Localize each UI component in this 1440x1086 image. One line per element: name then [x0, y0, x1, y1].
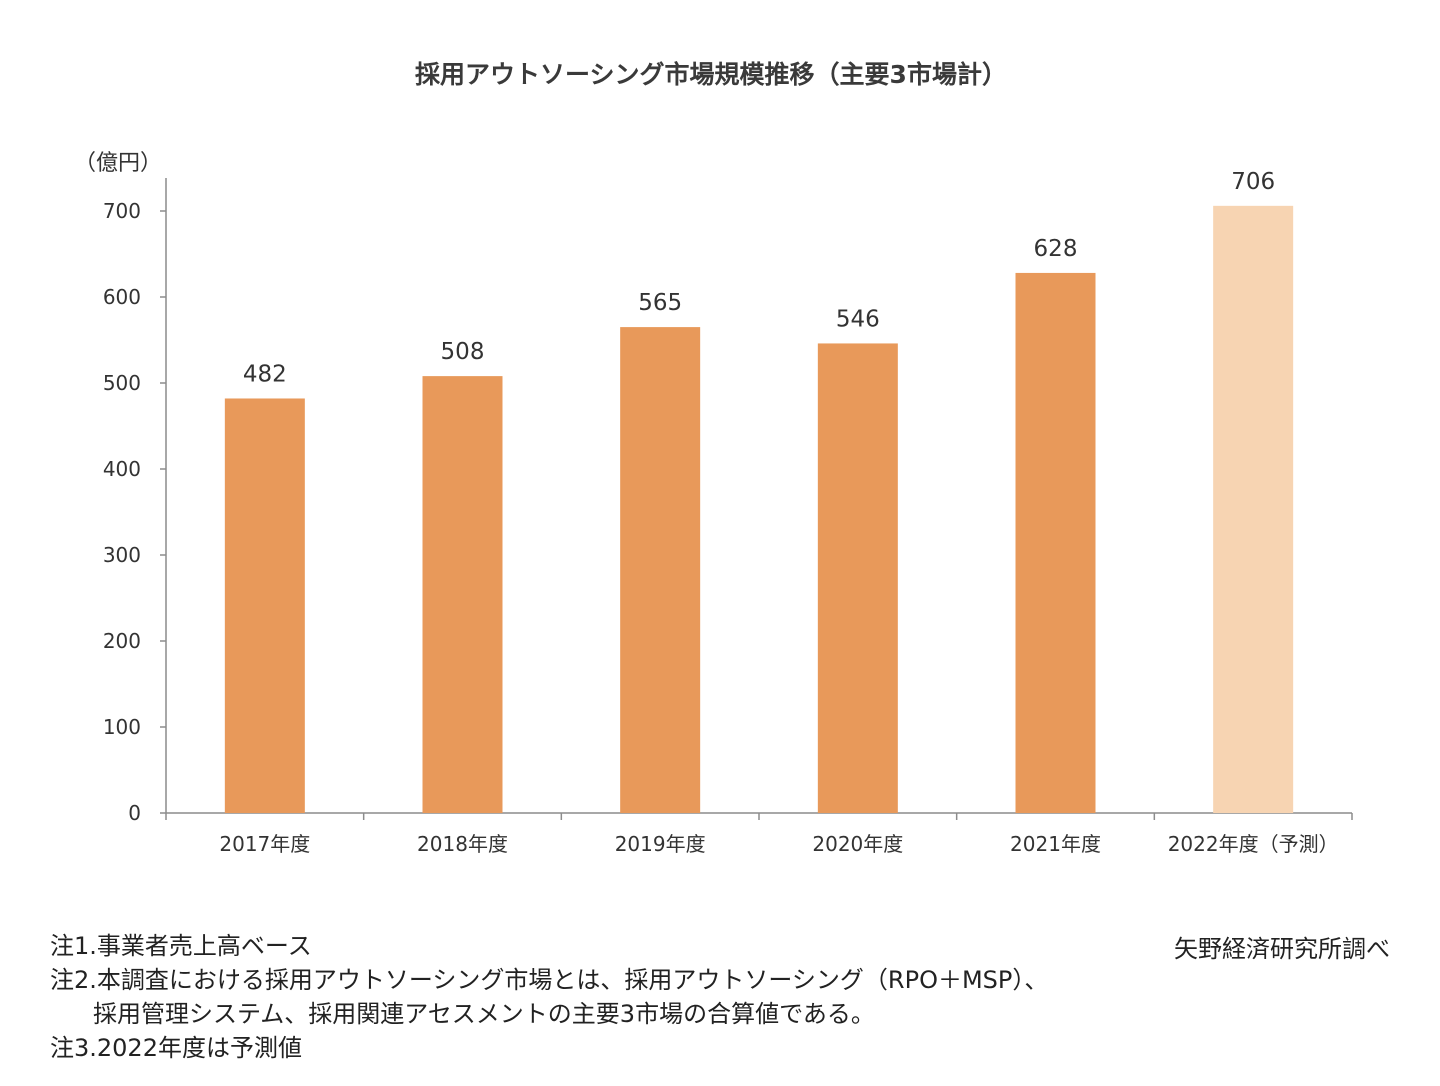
bar — [422, 376, 503, 813]
source-credit: 矢野経済研究所調べ — [1174, 935, 1390, 963]
x-tick-label: 2018年度 — [417, 832, 508, 856]
y-tick-label: 100 — [103, 715, 141, 739]
bar-forecast — [1213, 205, 1294, 814]
x-tick-label: 2017年度 — [219, 832, 310, 856]
y-axis-unit-label: （億円） — [74, 151, 162, 176]
data-label: 482 — [243, 361, 287, 387]
note-3: 注3.2022年度は予測値 — [50, 1034, 302, 1062]
y-tick-label: 200 — [103, 629, 141, 653]
y-tick-label: 400 — [103, 457, 141, 481]
data-label: 508 — [441, 339, 485, 365]
bar — [224, 398, 305, 813]
y-tick-label: 300 — [103, 543, 141, 567]
y-tick-label: 500 — [103, 371, 141, 395]
data-label: 565 — [638, 290, 682, 316]
x-tick-label: 2021年度 — [1010, 832, 1101, 856]
chart-title: 採用アウトソーシング市場規模推移（主要3市場計） — [415, 60, 1007, 89]
x-tick-label: 2020年度 — [812, 832, 903, 856]
y-tick-label: 700 — [103, 199, 141, 223]
bar — [1015, 272, 1096, 813]
bar-chart: （億円） 0 100 200 300 400 500 600 700 482 2017年度 508… — [74, 151, 1353, 856]
chart-bars — [224, 205, 1294, 814]
bar — [620, 327, 701, 813]
y-tick-label: 0 — [128, 801, 141, 825]
data-label: 628 — [1034, 236, 1078, 262]
chart-labels: 482 2017年度 508 2018年度 565 2019年度 546 2020年度 628 2… — [219, 169, 1338, 856]
x-tick-label: 2019年度 — [615, 832, 706, 856]
chart-axes: 0 100 200 300 400 500 600 700 — [103, 178, 1353, 825]
note-2-line-2: 採用管理システム、採用関連アセスメントの主要3市場の合算値である。 — [93, 1000, 875, 1028]
y-tick-label: 600 — [103, 285, 141, 309]
bar — [817, 343, 898, 813]
data-label: 706 — [1231, 169, 1275, 195]
note-2-line-1: 注2.本調査における採用アウトソーシング市場とは、採用アウトソーシング（RPO＋… — [50, 966, 1049, 994]
note-1: 注1.事業者売上高ベース — [50, 932, 312, 960]
data-label: 546 — [836, 306, 880, 332]
x-tick-label: 2022年度（予測） — [1168, 832, 1339, 856]
